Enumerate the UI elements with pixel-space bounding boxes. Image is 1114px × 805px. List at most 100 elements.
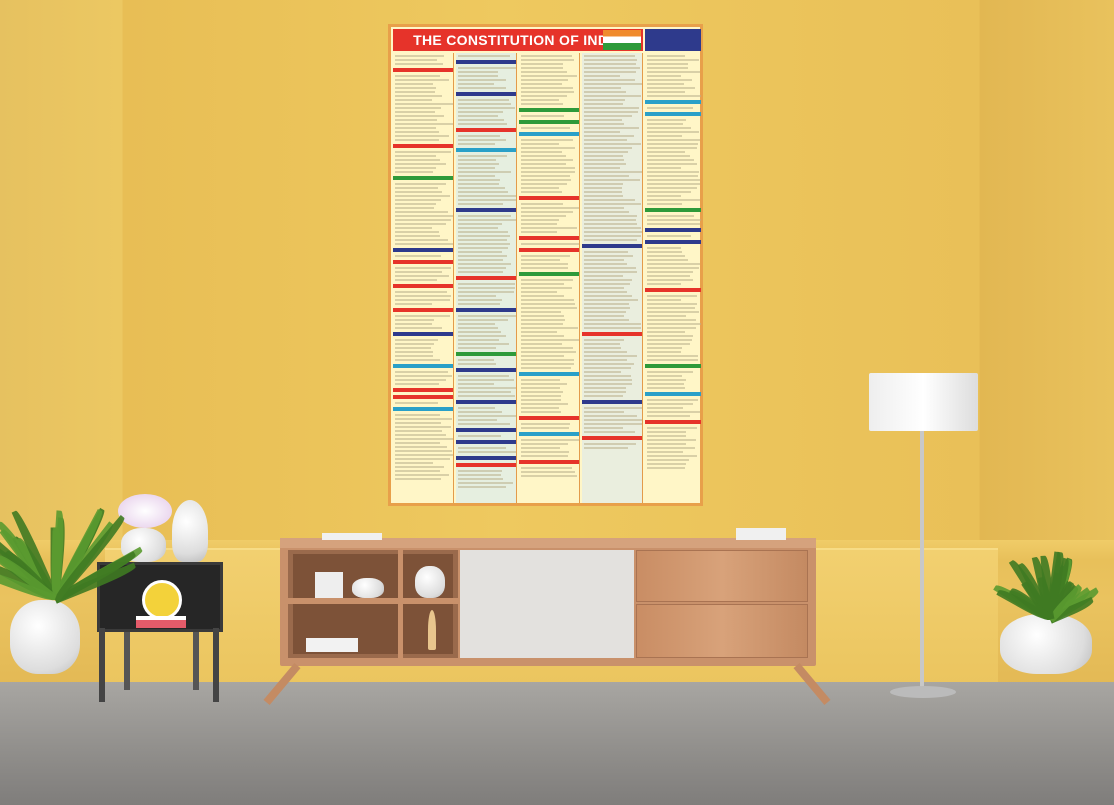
poster-text-line [395,454,453,456]
poster-text-line [458,195,516,197]
poster-text-line [647,387,685,389]
poster-section-header [519,108,579,112]
poster-text-line [521,259,560,261]
poster-text-line [458,187,506,189]
poster-section-header [645,228,701,232]
poster-text-line [584,295,633,297]
poster-text-line [647,91,685,93]
poster-text-line [458,259,503,261]
poster-text-line [458,175,495,177]
lamp-base [890,686,956,698]
poster-column [582,53,643,503]
poster-text-line [395,295,451,297]
poster-text-line [521,227,577,229]
vase-decor [415,566,445,598]
poster-text-line [521,219,560,221]
poster-text-line [395,99,433,101]
poster-text-line [521,211,574,213]
poster-text-line [584,431,636,433]
poster-text-line [458,159,497,161]
poster-text-line [395,359,441,361]
poster-text-line [647,235,692,237]
poster-text-line [584,263,627,265]
poster-text-line [584,203,641,205]
poster-section-header [456,276,516,280]
poster-text-line [395,450,452,452]
poster-text-line [647,167,681,169]
poster-section-header [519,416,579,420]
poster-section-header [582,436,642,440]
poster-text-line [395,123,453,125]
poster-text-line [584,299,638,301]
poster-text-line [395,470,440,472]
poster-text-line [584,363,635,365]
poster-section-header [519,120,579,124]
poster-text-line [647,267,699,269]
poster-text-line [647,371,694,373]
poster-text-line [395,462,433,464]
poster-text-line [647,259,689,261]
poster-text-line [395,227,432,229]
poster-text-line [521,127,570,129]
poster-text-line [521,299,575,301]
poster-title: THE CONSTITUTION OF INDIA [393,29,643,51]
poster-text-line [395,323,433,325]
lamp-pole [920,431,924,688]
poster-text-line [584,275,624,277]
poster-text-line [584,115,633,117]
poster-text-line [395,239,448,241]
poster-text-line [458,251,502,253]
poster-text-line [584,323,642,325]
poster-section-header [582,332,642,336]
poster-text-line [521,347,574,349]
poster-text-line [647,151,686,153]
poster-section-header [393,284,453,288]
poster-text-line [458,339,499,341]
poster-text-line [584,339,625,341]
bowl-decor [352,578,384,598]
poster-text-line [647,87,695,89]
poster-text-line [647,71,700,73]
poster-text-line [584,151,628,153]
poster-text-line [647,343,691,345]
poster-text-line [521,191,563,193]
poster-text-line [584,375,632,377]
poster-text-line [458,243,511,245]
poster-text-line [521,447,561,449]
poster-text-line [521,443,569,445]
poster-text-line [647,263,700,265]
poster-text-line [521,383,568,385]
poster-text-line [458,83,495,85]
poster-text-line [521,115,565,117]
poster-section-header [519,372,579,376]
poster-section-header [645,364,701,368]
poster-text-line [395,135,449,137]
poster-text-line [395,402,438,404]
poster-text-line [647,467,685,469]
poster-text-line [395,339,438,341]
poster-text-line [395,75,441,77]
poster-text-line [647,459,689,461]
poster-text-line [458,107,515,109]
poster-section-header [456,148,516,152]
poster-text-line [584,75,621,77]
poster-text-line [584,423,642,425]
poster-text-line [458,231,509,233]
plant-pot [10,600,80,674]
poster-text-line [521,75,577,77]
poster-text-line [458,271,503,273]
poster-text-line [458,335,506,337]
poster-text-line [647,347,683,349]
poster-column [645,53,701,503]
poster-text-line [647,383,684,385]
poster-text-line [458,143,495,145]
poster-text-line [458,87,506,89]
poster-text-line [521,267,569,269]
poster-text-line [584,319,630,321]
poster-text-line [395,171,434,173]
poster-text-line [395,115,444,117]
poster-text-line [584,207,625,209]
poster-text-line [521,207,579,209]
poster-text-line [458,387,516,389]
poster-text-line [395,131,439,133]
